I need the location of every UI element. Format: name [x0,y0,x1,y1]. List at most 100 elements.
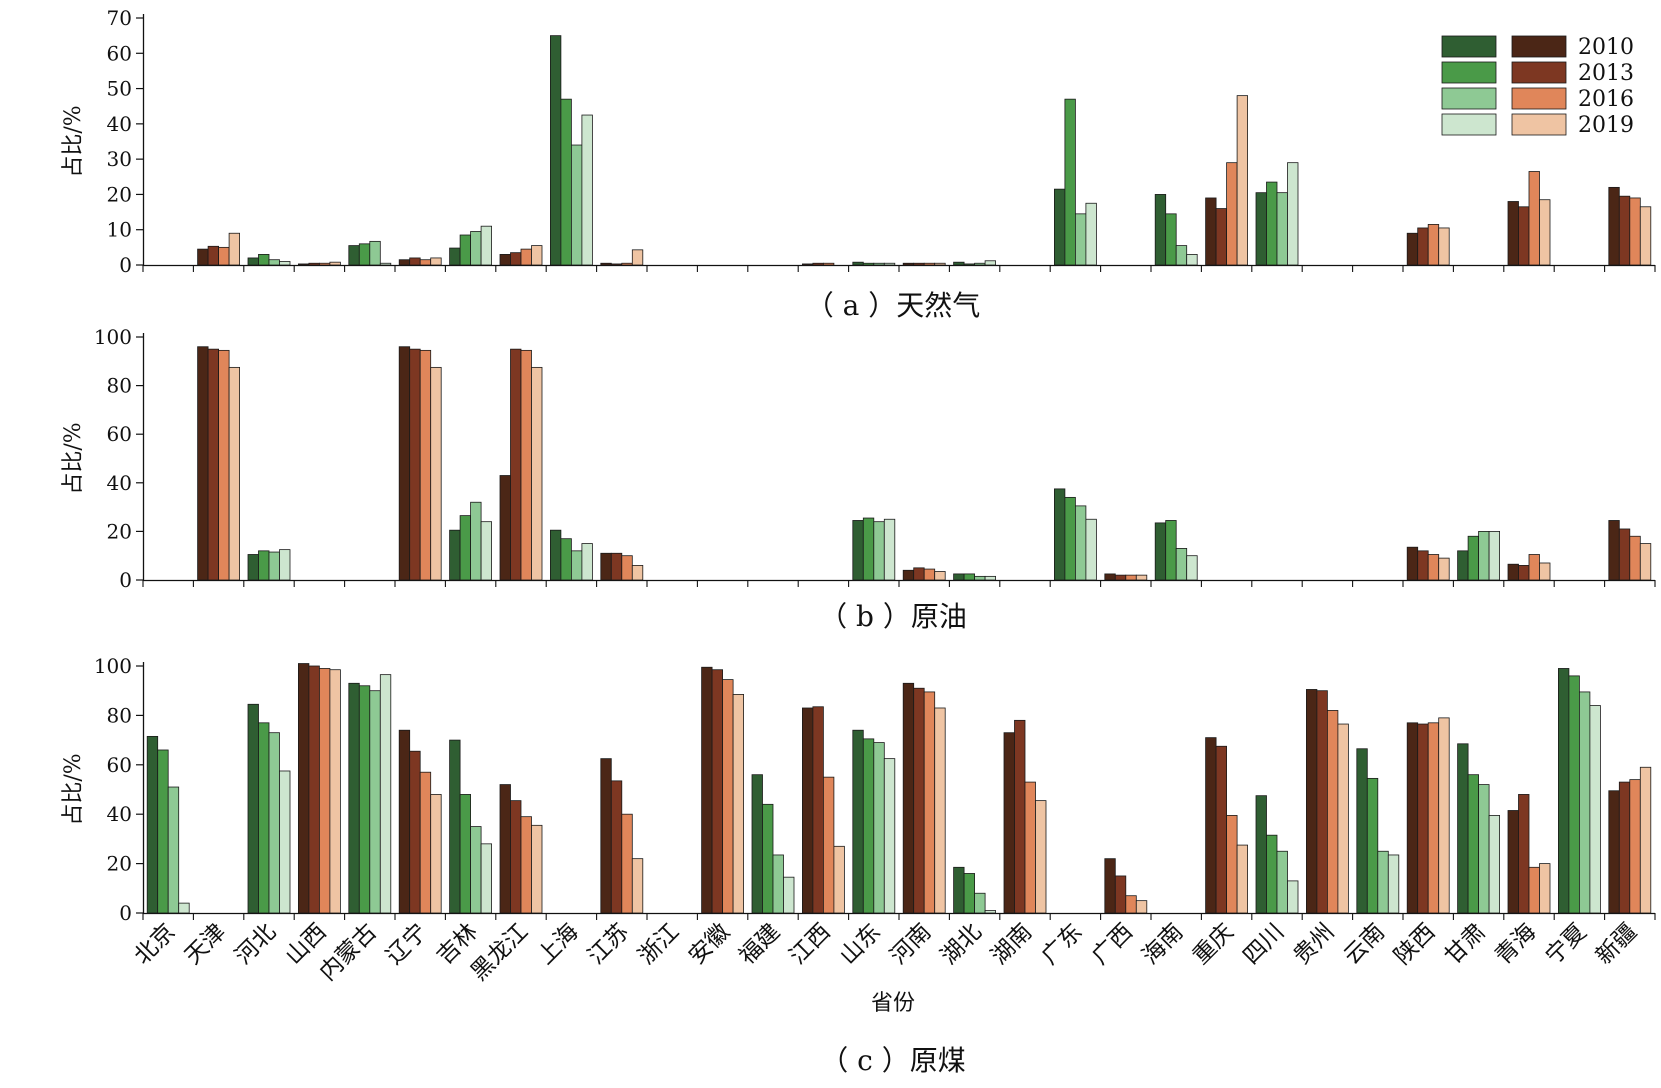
bar-natural-gas-9-2016 [621,262,633,266]
legend-label: 2013 [1578,61,1634,86]
bar-crude-oil-18-2016 [1075,505,1087,581]
bar-raw-coal-2-2013 [258,722,270,914]
bar-raw-coal-21-2010 [1205,737,1217,914]
bar-crude-oil-27-2013 [1518,565,1530,581]
bar-natural-gas-18-2013 [1064,98,1076,266]
bar-crude-oil-29-2013 [1618,528,1631,581]
bar-raw-coal-29-2013 [1618,781,1631,914]
bar-raw-coal-2-2016 [268,732,280,914]
bar-natural-gas-3-2010 [297,263,310,266]
bar-raw-coal-0-2016 [167,786,180,914]
bar-crude-oil-29-2019 [1639,543,1652,581]
bar-raw-coal-2-2010 [247,703,259,914]
y-tick-label: 40 [107,112,132,136]
province-label: 江西 [785,919,836,970]
bar-crude-oil-27-2010 [1507,563,1519,581]
bar-natural-gas-4-2016 [369,240,381,266]
y-tick-label: 0 [119,568,132,592]
bar-crude-oil-26-2013 [1467,535,1479,581]
bar-raw-coal-29-2019 [1639,766,1652,914]
bar-raw-coal-14-2010 [852,729,864,914]
bar-natural-gas-14-2010 [852,261,864,266]
legend-label: 2019 [1578,113,1634,138]
y-tick-label: 20 [107,852,132,876]
bar-raw-coal-3-2010 [297,663,310,914]
bar-crude-oil-9-2010 [600,552,612,581]
bar-raw-coal-7-2013 [510,800,522,914]
bar-raw-coal-17-2016 [1024,781,1036,914]
bar-crude-oil-25-2013 [1417,550,1429,581]
bar-crude-oil-26-2019 [1488,531,1500,581]
bar-natural-gas-29-2013 [1618,195,1631,266]
y-tick-label: 30 [107,147,132,171]
province-label: 湖北 [936,919,987,970]
bar-raw-coal-22-2016 [1276,850,1288,914]
bar-raw-coal-16-2016 [974,892,986,914]
bar-raw-coal-26-2010 [1457,743,1469,914]
bar-raw-coal-29-2010 [1608,790,1620,914]
bar-raw-coal-9-2010 [600,758,612,914]
province-label: 山东 [835,919,886,970]
bar-raw-coal-5-2016 [419,771,432,914]
bar-raw-coal-25-2013 [1417,723,1429,914]
bar-crude-oil-5-2013 [409,348,421,581]
y-tick-label: 0 [119,253,132,277]
bar-crude-oil-7-2013 [510,348,522,581]
legend-swatch-green-2019 [1441,113,1497,136]
y-tick-label: 40 [107,471,132,495]
bar-crude-oil-1-2013 [207,348,220,581]
panel-caption: （ c ）原煤 [820,1044,965,1077]
bar-raw-coal-16-2019 [984,910,996,914]
bar-raw-coal-23-2016 [1327,710,1339,914]
bar-raw-coal-0-2010 [146,735,159,914]
bar-natural-gas-15-2013 [913,262,925,266]
bar-raw-coal-6-2013 [459,794,472,914]
bar-natural-gas-18-2016 [1075,213,1087,266]
bar-crude-oil-6-2010 [449,529,461,581]
y-tick-label: 20 [107,182,132,206]
bar-crude-oil-9-2019 [631,565,644,581]
bar-natural-gas-20-2010 [1154,194,1167,266]
y-tick-label: 80 [107,374,132,398]
bar-natural-gas-4-2019 [379,262,392,266]
bar-natural-gas-2-2013 [258,254,270,266]
bar-natural-gas-2-2016 [268,259,280,266]
bar-raw-coal-4-2010 [348,682,360,914]
bar-natural-gas-9-2010 [600,262,612,266]
bar-natural-gas-22-2016 [1276,192,1288,266]
bar-raw-coal-25-2010 [1406,722,1419,914]
bar-raw-coal-24-2013 [1366,777,1379,914]
bar-raw-coal-9-2019 [631,858,644,914]
bar-natural-gas-21-2016 [1226,162,1238,266]
bar-crude-oil-2-2016 [268,551,280,581]
bar-crude-oil-6-2016 [470,501,482,581]
bar-raw-coal-21-2016 [1226,815,1238,914]
bar-crude-oil-26-2010 [1457,550,1469,581]
province-label: 湖南 [986,919,1037,970]
bar-raw-coal-6-2016 [470,826,482,914]
bar-crude-oil-8-2010 [550,529,562,581]
bar-crude-oil-2-2013 [258,550,270,581]
bar-natural-gas-8-2010 [550,35,562,266]
bar-raw-coal-12-2013 [762,803,774,914]
bar-crude-oil-20-2013 [1165,520,1177,581]
bar-crude-oil-7-2010 [499,475,511,581]
bar-crude-oil-15-2013 [913,567,925,581]
bar-natural-gas-16-2013 [963,263,975,266]
bar-raw-coal-27-2013 [1518,794,1530,914]
bar-raw-coal-3-2019 [329,669,341,914]
province-label: 河北 [230,919,281,970]
bar-crude-oil-26-2016 [1478,531,1490,581]
bar-raw-coal-0-2019 [178,902,190,914]
y-tick-label: 70 [107,6,132,30]
province-label: 江苏 [583,919,634,970]
bar-crude-oil-7-2016 [520,349,532,581]
bar-natural-gas-29-2010 [1608,186,1620,266]
bar-natural-gas-9-2013 [610,263,623,266]
bar-crude-oil-6-2013 [459,515,472,581]
province-label: 云南 [1339,919,1390,970]
province-label: 重庆 [1188,919,1239,970]
bar-crude-oil-27-2019 [1539,562,1551,581]
bar-natural-gas-6-2016 [470,231,482,266]
